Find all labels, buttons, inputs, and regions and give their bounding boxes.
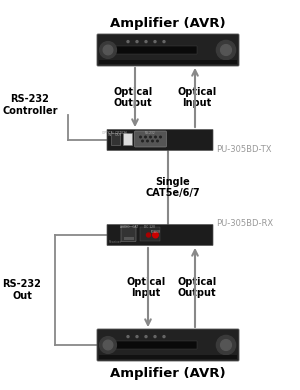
Circle shape (216, 335, 236, 355)
Circle shape (140, 136, 141, 138)
Circle shape (163, 336, 165, 338)
Circle shape (163, 41, 165, 43)
Text: Optical
Input: Optical Input (177, 87, 217, 108)
Circle shape (220, 44, 231, 55)
Circle shape (157, 140, 158, 142)
Bar (99, 60, 237, 64)
Text: RS-232
Controller: RS-232 Controller (2, 94, 58, 116)
Text: Receiver: Receiver (109, 240, 122, 244)
Circle shape (160, 136, 161, 138)
FancyBboxPatch shape (97, 34, 239, 66)
Circle shape (152, 140, 153, 142)
Circle shape (103, 340, 113, 350)
Circle shape (216, 41, 236, 60)
Bar (110, 133, 119, 145)
Text: AUDIO · CAT: AUDIO · CAT (119, 225, 137, 229)
Circle shape (142, 140, 143, 142)
Circle shape (145, 136, 146, 138)
Text: POWER: POWER (150, 230, 161, 234)
Circle shape (154, 336, 156, 338)
Circle shape (155, 136, 156, 138)
Text: OPTICAL OPTICAL: OPTICAL OPTICAL (102, 131, 127, 135)
Text: RS-232: RS-232 (145, 131, 156, 135)
Bar (140, 227, 160, 241)
Circle shape (127, 41, 129, 43)
Text: RS-232
Out: RS-232 Out (3, 279, 41, 301)
Circle shape (147, 140, 148, 142)
FancyBboxPatch shape (97, 329, 239, 361)
Circle shape (145, 41, 147, 43)
Text: Optical
Output: Optical Output (177, 277, 217, 298)
Bar (99, 355, 237, 359)
FancyBboxPatch shape (107, 225, 213, 245)
Circle shape (154, 41, 156, 43)
Circle shape (136, 336, 138, 338)
Text: PU-305BD-TX: PU-305BD-TX (217, 145, 272, 154)
Bar (124, 237, 134, 240)
Text: Amplifier (AVR): Amplifier (AVR) (110, 17, 226, 30)
Circle shape (153, 232, 158, 238)
Circle shape (127, 336, 129, 338)
Circle shape (145, 336, 147, 338)
Circle shape (136, 41, 138, 43)
FancyBboxPatch shape (121, 227, 136, 241)
Text: Single
CAT5e/6/7: Single CAT5e/6/7 (146, 177, 200, 198)
Text: Optical
Output: Optical Output (113, 87, 153, 108)
FancyBboxPatch shape (107, 129, 213, 151)
Bar (122, 133, 131, 145)
Circle shape (150, 136, 151, 138)
Circle shape (220, 340, 231, 350)
Circle shape (103, 45, 113, 55)
Bar (116, 340, 197, 349)
Circle shape (100, 42, 116, 58)
Circle shape (146, 233, 151, 237)
Bar (116, 46, 197, 54)
Text: Amplifier (AVR): Amplifier (AVR) (110, 367, 226, 380)
Text: IN    OUT: IN OUT (108, 133, 121, 138)
Text: Optical
Input: Optical Input (126, 277, 166, 298)
Text: PU-305BD-RX: PU-305BD-RX (217, 218, 274, 227)
Text: DC 12V: DC 12V (144, 225, 155, 229)
Circle shape (100, 337, 116, 353)
FancyBboxPatch shape (134, 131, 166, 147)
